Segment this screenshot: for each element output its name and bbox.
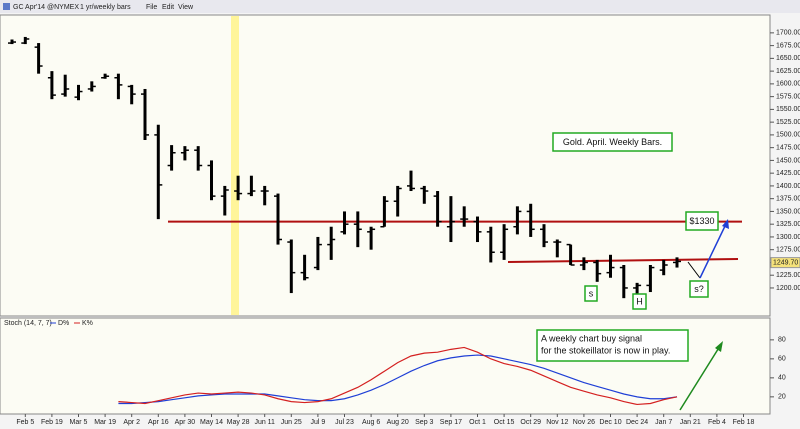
y-tick-label: 1375.00 bbox=[776, 196, 800, 203]
annotation-box bbox=[632, 293, 647, 310]
arrow bbox=[699, 223, 727, 279]
symbol: GC Apr'14 @NYMEX bbox=[13, 4, 79, 11]
y-tick-label: 1350.00 bbox=[776, 208, 800, 215]
annotation: $1330 bbox=[689, 216, 714, 226]
y-tick-label: 1575.00 bbox=[776, 93, 800, 100]
x-tick-label: Feb 19 bbox=[41, 419, 63, 426]
x-tick-label: Jun 25 bbox=[281, 419, 302, 426]
last-price-label: 1249.70 bbox=[773, 259, 798, 266]
y-tick-label: 1675.00 bbox=[776, 42, 800, 49]
x-tick-label: Jul 9 bbox=[311, 419, 326, 426]
price-panel bbox=[0, 14, 771, 317]
annotation-box bbox=[536, 329, 689, 362]
y-tick-label: 1300.00 bbox=[776, 234, 800, 241]
x-tick-label: Nov 26 bbox=[573, 419, 595, 426]
x-tick-label: Feb 4 bbox=[708, 419, 726, 426]
annotation-box bbox=[584, 285, 598, 302]
x-tick-label: Feb 18 bbox=[733, 419, 755, 426]
y-tick-label: 60 bbox=[778, 356, 786, 363]
arrowhead bbox=[722, 219, 729, 229]
x-tick-label: Sep 17 bbox=[440, 419, 462, 426]
y-tick-label: 1450.00 bbox=[776, 157, 800, 164]
arrow bbox=[679, 345, 721, 411]
x-tick-label: Feb 5 bbox=[16, 419, 34, 426]
y-tick-label: 1550.00 bbox=[776, 106, 800, 113]
x-tick-label: Dec 24 bbox=[626, 419, 648, 426]
last-price-box bbox=[770, 257, 800, 269]
x-tick-label: Jan 7 bbox=[655, 419, 672, 426]
legend-label: K% bbox=[82, 320, 93, 327]
menu-item[interactable]: File bbox=[146, 4, 157, 11]
annotation: A weekly chart buy signal bbox=[541, 333, 642, 343]
x-tick-label: Oct 29 bbox=[520, 419, 541, 426]
x-tick-label: Mar 5 bbox=[70, 419, 88, 426]
y-tick-label: 1275.00 bbox=[776, 247, 800, 254]
y-tick-label: 1500.00 bbox=[776, 132, 800, 139]
annotation-box bbox=[552, 132, 673, 152]
x-tick-label: May 14 bbox=[200, 419, 223, 426]
x-tick-label: Apr 16 bbox=[148, 419, 169, 426]
x-tick-label: Dec 10 bbox=[599, 419, 621, 426]
y-tick-label: 40 bbox=[778, 375, 786, 382]
y-tick-label: 80 bbox=[778, 337, 786, 344]
period: 1 yr/weekly bars bbox=[80, 4, 131, 11]
x-tick-label: Mar 19 bbox=[94, 419, 116, 426]
x-tick-label: Sep 3 bbox=[415, 419, 433, 426]
x-tick-label: Oct 1 bbox=[469, 419, 486, 426]
x-tick-label: Jun 11 bbox=[254, 419, 275, 426]
arrow bbox=[687, 261, 701, 279]
annotation: s? bbox=[694, 284, 704, 294]
x-tick-label: Apr 2 bbox=[123, 419, 140, 426]
y-tick-label: 1475.00 bbox=[776, 144, 800, 151]
y-tick-label: 1400.00 bbox=[776, 183, 800, 190]
x-tick-label: Jul 23 bbox=[335, 419, 354, 426]
annotation: Gold. April. Weekly Bars. bbox=[563, 137, 662, 147]
menu-item[interactable]: Edit bbox=[162, 4, 174, 11]
stoch-line bbox=[118, 346, 678, 406]
annotation: H bbox=[636, 296, 643, 306]
y-tick-label: 1650.00 bbox=[776, 55, 800, 62]
y-tick-label: 1200.00 bbox=[776, 285, 800, 292]
x-tick-label: Jan 21 bbox=[680, 419, 701, 426]
stoch-line bbox=[118, 354, 678, 405]
x-tick-label: Aug 20 bbox=[387, 419, 409, 426]
y-tick-label: 1700.00 bbox=[776, 30, 800, 37]
x-tick-label: Oct 15 bbox=[494, 419, 515, 426]
x-tick-label: May 28 bbox=[227, 419, 250, 426]
arrowhead bbox=[715, 341, 723, 352]
x-tick-label: Aug 6 bbox=[362, 419, 380, 426]
legend-label: D% bbox=[58, 320, 69, 327]
x-tick-label: Nov 12 bbox=[546, 419, 568, 426]
y-tick-label: 20 bbox=[778, 394, 786, 401]
y-tick-label: 1325.00 bbox=[776, 221, 800, 228]
annotation: s bbox=[589, 288, 594, 298]
x-tick-label: Apr 30 bbox=[175, 419, 196, 426]
menu-item[interactable]: View bbox=[178, 4, 194, 11]
y-tick-label: 1625.00 bbox=[776, 68, 800, 75]
annotation-box bbox=[689, 280, 709, 298]
y-tick-label: 1525.00 bbox=[776, 119, 800, 126]
toolbar bbox=[0, 0, 800, 13]
indicator-label: Stoch (14, 7, 7) bbox=[4, 320, 52, 327]
annotation-box bbox=[685, 211, 719, 231]
icon bbox=[3, 3, 10, 10]
highlight-band bbox=[231, 16, 239, 315]
y-tick-label: 1600.00 bbox=[776, 81, 800, 88]
neckline bbox=[507, 258, 739, 263]
annotation: for the stokeillator is now in play. bbox=[541, 345, 670, 355]
y-tick-label: 1425.00 bbox=[776, 170, 800, 177]
y-tick-label: 1225.00 bbox=[776, 272, 800, 279]
